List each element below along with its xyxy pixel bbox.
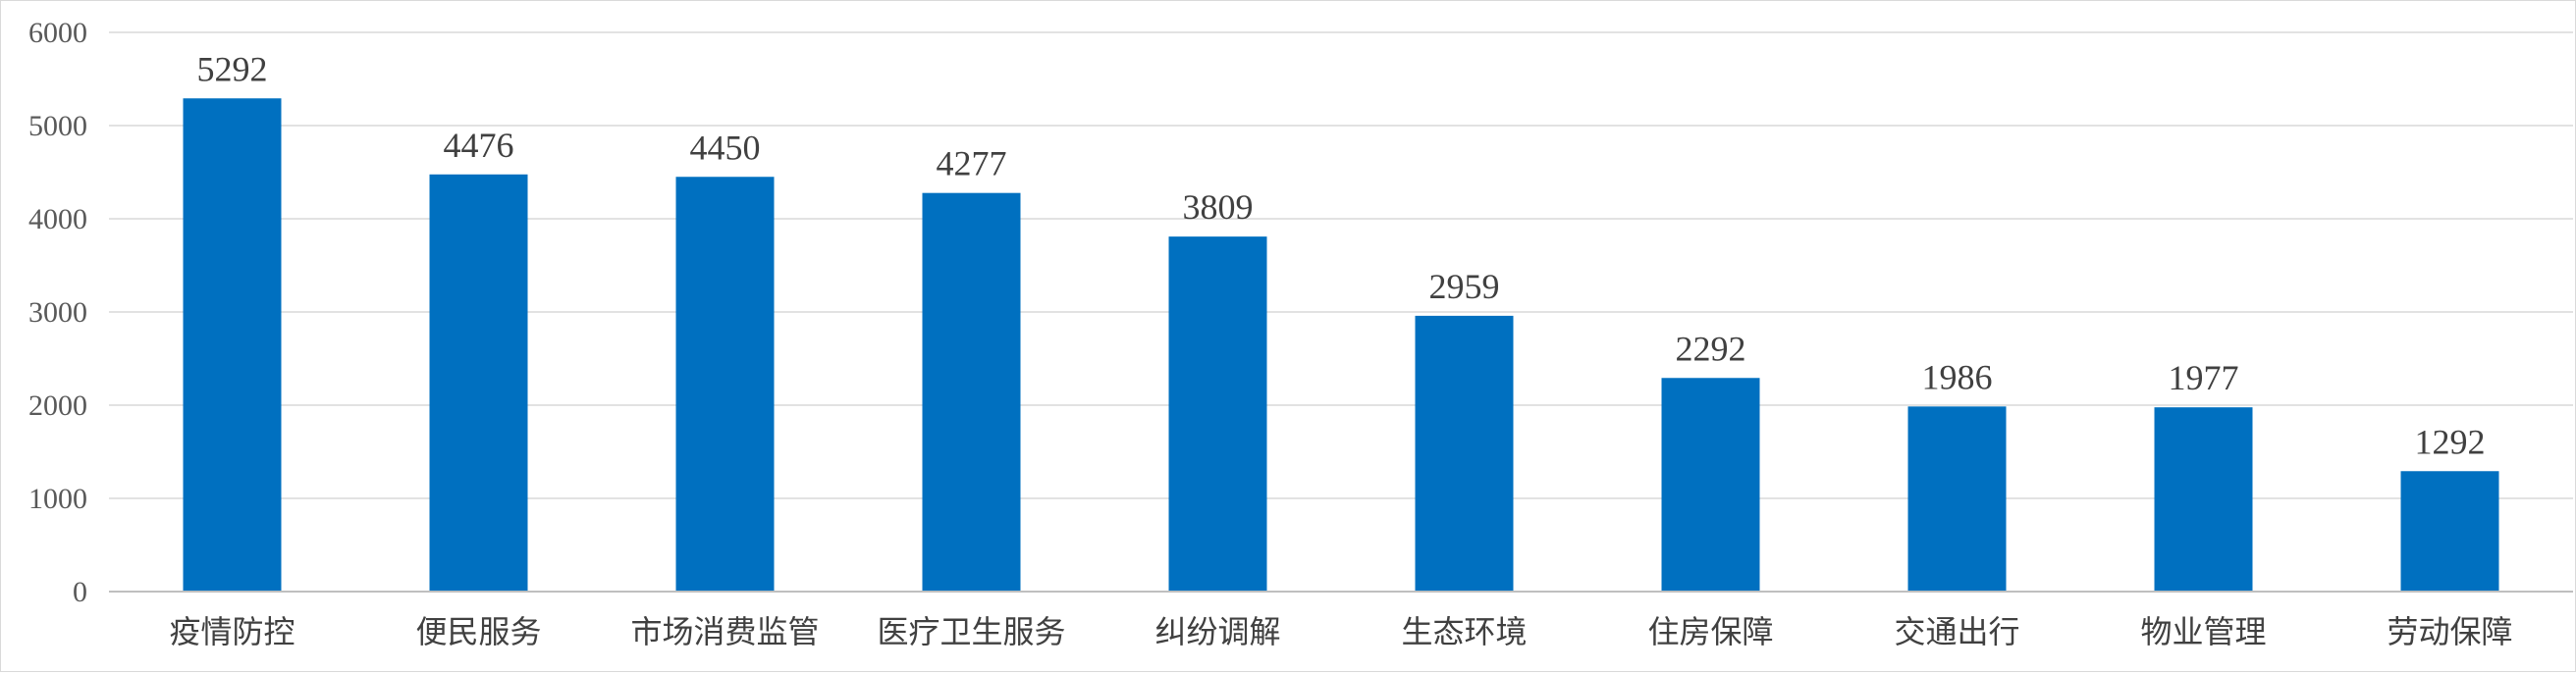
- x-axis-categories: 疫情防控 便民服务 市场消费监管 医疗卫生服务 纠纷调解 生态环境 住房保障 交通出行 物业管理…: [169, 613, 2512, 650]
- bar: [1661, 378, 1760, 592]
- bar-value-label: 3809: [1183, 187, 1254, 227]
- bar-value-label: 2959: [1429, 267, 1500, 306]
- bar: [2400, 471, 2499, 592]
- x-category-label: 住房保障: [1647, 613, 1773, 650]
- x-category-label: 劳动保障: [2387, 613, 2512, 650]
- y-axis-ticks: 0 1000 2000 3000 4000 5000 6000: [28, 17, 87, 608]
- x-category-label: 纠纷调解: [1154, 613, 1280, 650]
- bar: [183, 98, 282, 592]
- bar-value-label: 5292: [197, 49, 268, 88]
- bars: [183, 98, 2499, 592]
- bar: [2154, 407, 2253, 592]
- y-tick-label: 5000: [28, 110, 87, 142]
- bar-value-label: 2292: [1676, 329, 1746, 368]
- bar: [922, 192, 1021, 592]
- bar: [675, 177, 775, 592]
- x-category-label: 市场消费监管: [630, 613, 819, 650]
- y-tick-label: 1000: [28, 483, 87, 515]
- y-tick-label: 4000: [28, 203, 87, 235]
- x-category-label: 生态环境: [1401, 613, 1527, 650]
- bar-value-label: 1986: [1922, 357, 1993, 396]
- x-category-label: 物业管理: [2140, 613, 2266, 650]
- bar-value-label: 4277: [937, 144, 1007, 183]
- y-tick-label: 6000: [28, 17, 87, 49]
- data-labels: 5292 4476 4450 4277 3809 2959 2292 1986 1977 1292: [197, 49, 2486, 461]
- bar: [1168, 236, 1267, 592]
- y-tick-label: 3000: [28, 296, 87, 329]
- bar: [429, 174, 528, 592]
- y-tick-label: 2000: [28, 389, 87, 422]
- bar-value-label: 4476: [444, 126, 514, 165]
- x-category-label: 疫情防控: [169, 613, 295, 650]
- bar: [1907, 406, 2007, 592]
- x-category-label: 医疗卫生服务: [877, 613, 1065, 650]
- bar: [1415, 315, 1514, 592]
- x-category-label: 便民服务: [415, 613, 541, 650]
- y-tick-label: 0: [73, 576, 87, 608]
- bar-value-label: 1977: [2169, 358, 2239, 397]
- x-category-label: 交通出行: [1894, 613, 2019, 650]
- bar-value-label: 1292: [2415, 422, 2486, 461]
- bar-value-label: 4450: [690, 128, 761, 167]
